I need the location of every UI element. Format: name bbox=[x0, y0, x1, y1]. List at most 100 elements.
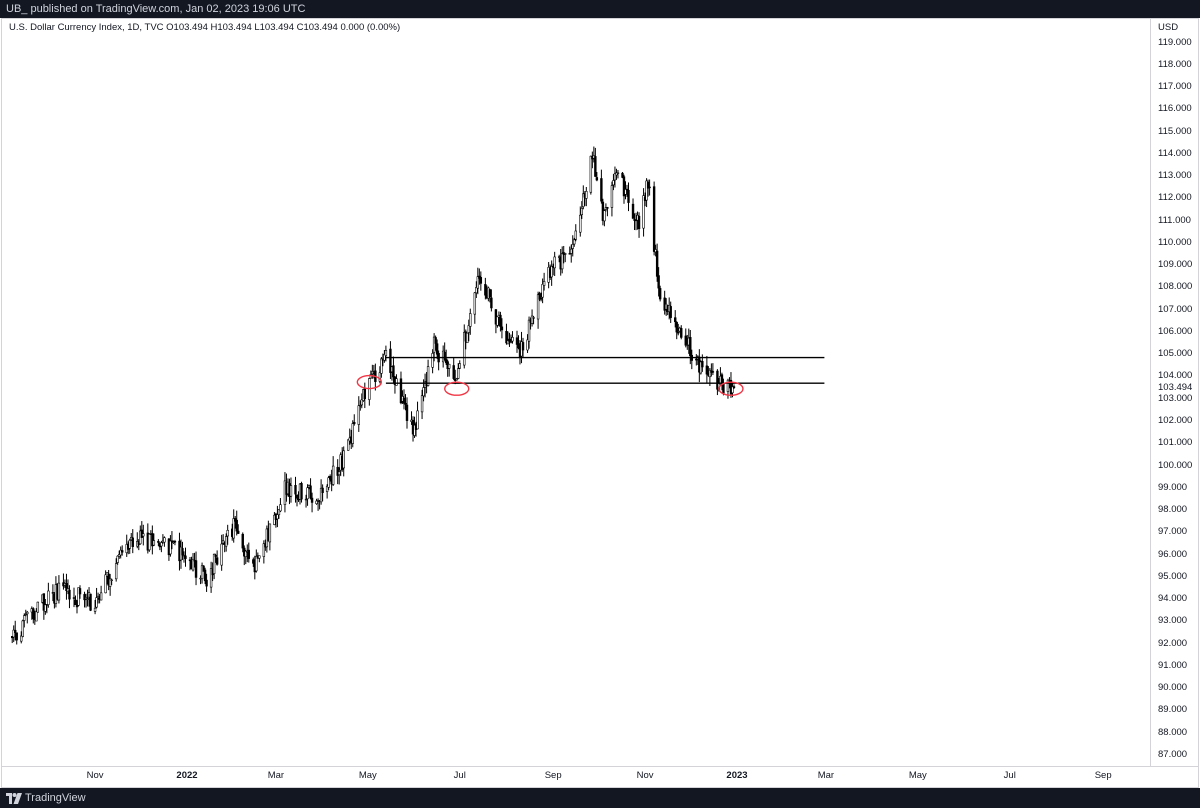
candle-body bbox=[699, 361, 703, 374]
ellipse-annotation[interactable] bbox=[444, 381, 470, 396]
candle-body bbox=[93, 607, 97, 612]
price-tick-label: 114.000 bbox=[1158, 147, 1192, 159]
candle-body bbox=[479, 277, 483, 284]
candle-body bbox=[15, 632, 18, 641]
time-tick-label: Mar bbox=[817, 770, 835, 781]
candle-body bbox=[351, 423, 354, 444]
candle-body bbox=[500, 326, 504, 331]
candle-body bbox=[384, 350, 388, 356]
candle-body bbox=[121, 550, 124, 553]
candle-body bbox=[553, 256, 556, 269]
candle-body bbox=[342, 450, 345, 469]
price-tick-label: 108.000 bbox=[1158, 281, 1193, 293]
candle-body bbox=[511, 337, 514, 342]
candle-body bbox=[300, 483, 303, 500]
candle-body bbox=[203, 569, 207, 582]
candle-body bbox=[616, 172, 620, 174]
candle-body bbox=[434, 337, 437, 344]
candle-body bbox=[12, 629, 15, 638]
tradingview-logo-icon[interactable] bbox=[6, 791, 22, 805]
price-tick-label: 93.000 bbox=[1158, 615, 1188, 627]
candle-body bbox=[23, 615, 26, 621]
candle-body bbox=[202, 565, 205, 572]
candle-body bbox=[444, 358, 448, 364]
candle-body bbox=[173, 541, 177, 543]
price-tick-label: 94.000 bbox=[1158, 593, 1188, 605]
candle-body bbox=[564, 253, 567, 255]
price-tick-label: 107.000 bbox=[1158, 303, 1193, 315]
time-tick-label: Sep bbox=[1094, 770, 1112, 781]
candle-body bbox=[235, 519, 238, 532]
time-tick-label: Nov bbox=[636, 770, 654, 781]
candle-body bbox=[148, 533, 151, 551]
candle-body bbox=[469, 313, 472, 327]
candle-body bbox=[95, 597, 98, 608]
candle-body bbox=[530, 315, 534, 324]
candle-body bbox=[83, 594, 86, 601]
price-tick-label: 112.000 bbox=[1158, 192, 1192, 204]
ellipse-annotation[interactable] bbox=[718, 381, 744, 396]
price-tick-label: 102.000 bbox=[1158, 415, 1193, 427]
candle-body bbox=[631, 203, 635, 219]
candle-body bbox=[170, 540, 174, 542]
price-tick-label: 97.000 bbox=[1158, 526, 1188, 538]
candle-body bbox=[420, 395, 424, 413]
candle-body bbox=[455, 378, 458, 381]
candle-body bbox=[163, 537, 166, 543]
time-tick-label: May bbox=[908, 770, 927, 781]
candle-body bbox=[701, 360, 704, 368]
candle-body bbox=[131, 537, 134, 547]
candle-body bbox=[652, 186, 656, 252]
candle-body bbox=[561, 253, 564, 270]
last-price-label: 103.494 bbox=[1152, 381, 1196, 394]
candle-body bbox=[306, 487, 309, 500]
candle-body bbox=[32, 608, 35, 620]
time-tick-label: Sep bbox=[544, 770, 562, 781]
candle-body bbox=[24, 613, 27, 616]
candle-body bbox=[328, 476, 332, 480]
candle-body bbox=[234, 518, 237, 522]
candle-body bbox=[463, 332, 466, 366]
candle-body bbox=[580, 208, 583, 215]
candle-body bbox=[722, 383, 725, 394]
candle-body bbox=[20, 635, 23, 642]
ellipse-annotation[interactable] bbox=[356, 374, 383, 390]
candle-body bbox=[610, 185, 614, 208]
price-tick-label: 89.000 bbox=[1158, 704, 1188, 716]
candle-body bbox=[541, 284, 544, 298]
candle-body bbox=[490, 297, 493, 309]
candle-body bbox=[295, 495, 299, 499]
candle-body bbox=[310, 497, 314, 503]
candle-body bbox=[309, 485, 312, 499]
candle-body bbox=[731, 386, 734, 394]
candle-body bbox=[378, 372, 382, 382]
candle-body bbox=[262, 543, 266, 557]
candle-body bbox=[184, 555, 187, 559]
candle-body bbox=[319, 487, 323, 503]
candle-body bbox=[191, 558, 195, 571]
candle-body bbox=[395, 378, 398, 386]
candle-body bbox=[279, 504, 282, 512]
candle-body bbox=[732, 386, 736, 389]
candle-body bbox=[716, 370, 719, 390]
time-tick-label: Mar bbox=[267, 770, 285, 781]
candle-body bbox=[200, 565, 204, 579]
candle-body bbox=[72, 597, 76, 599]
candle-body bbox=[226, 529, 229, 537]
price-tick-label: 92.000 bbox=[1158, 637, 1188, 649]
price-tick-label: 117.000 bbox=[1158, 81, 1192, 93]
candle-body bbox=[99, 592, 103, 601]
candle-body bbox=[595, 177, 599, 181]
candle-body bbox=[405, 404, 409, 421]
chart-plot[interactable] bbox=[0, 18, 1150, 766]
candle-body bbox=[110, 579, 113, 582]
candle-body bbox=[212, 553, 216, 574]
candle-body bbox=[521, 342, 525, 351]
candle-body bbox=[457, 368, 460, 379]
candle-body bbox=[224, 536, 228, 547]
candle-body bbox=[14, 629, 17, 633]
candle-body bbox=[621, 172, 624, 178]
candle-body bbox=[404, 402, 407, 405]
price-tick-label: 91.000 bbox=[1158, 659, 1188, 671]
candle-body bbox=[47, 590, 50, 605]
